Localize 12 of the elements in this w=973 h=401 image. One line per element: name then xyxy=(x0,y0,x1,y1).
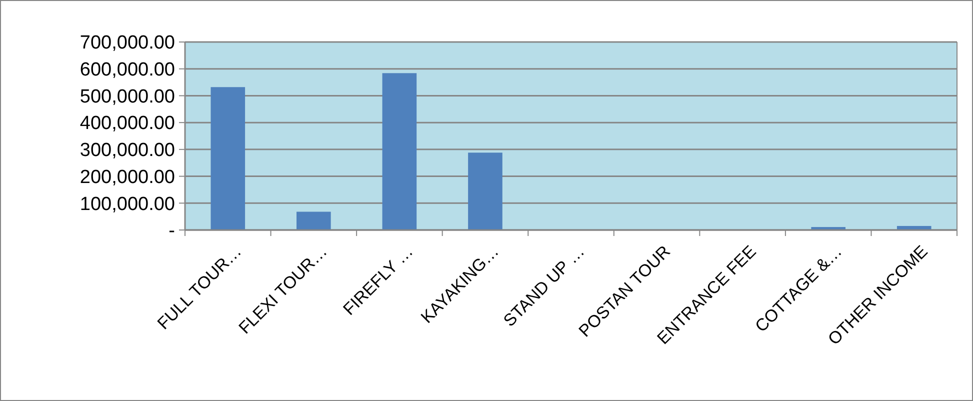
y-tick-label: 400,000.00 xyxy=(80,113,175,134)
y-tick-label: - xyxy=(168,220,175,242)
y-tick-label: 100,000.00 xyxy=(80,194,175,215)
y-tick-label: 700,000.00 xyxy=(80,32,175,54)
bar xyxy=(468,152,502,230)
bar xyxy=(296,212,331,230)
y-tick-label: 600,000.00 xyxy=(80,60,175,81)
y-tick-label: 300,000.00 xyxy=(80,140,175,162)
y-tick-label: 500,000.00 xyxy=(80,86,175,108)
bar xyxy=(382,73,417,230)
bar xyxy=(210,87,246,230)
y-tick-label: 200,000.00 xyxy=(80,166,175,188)
